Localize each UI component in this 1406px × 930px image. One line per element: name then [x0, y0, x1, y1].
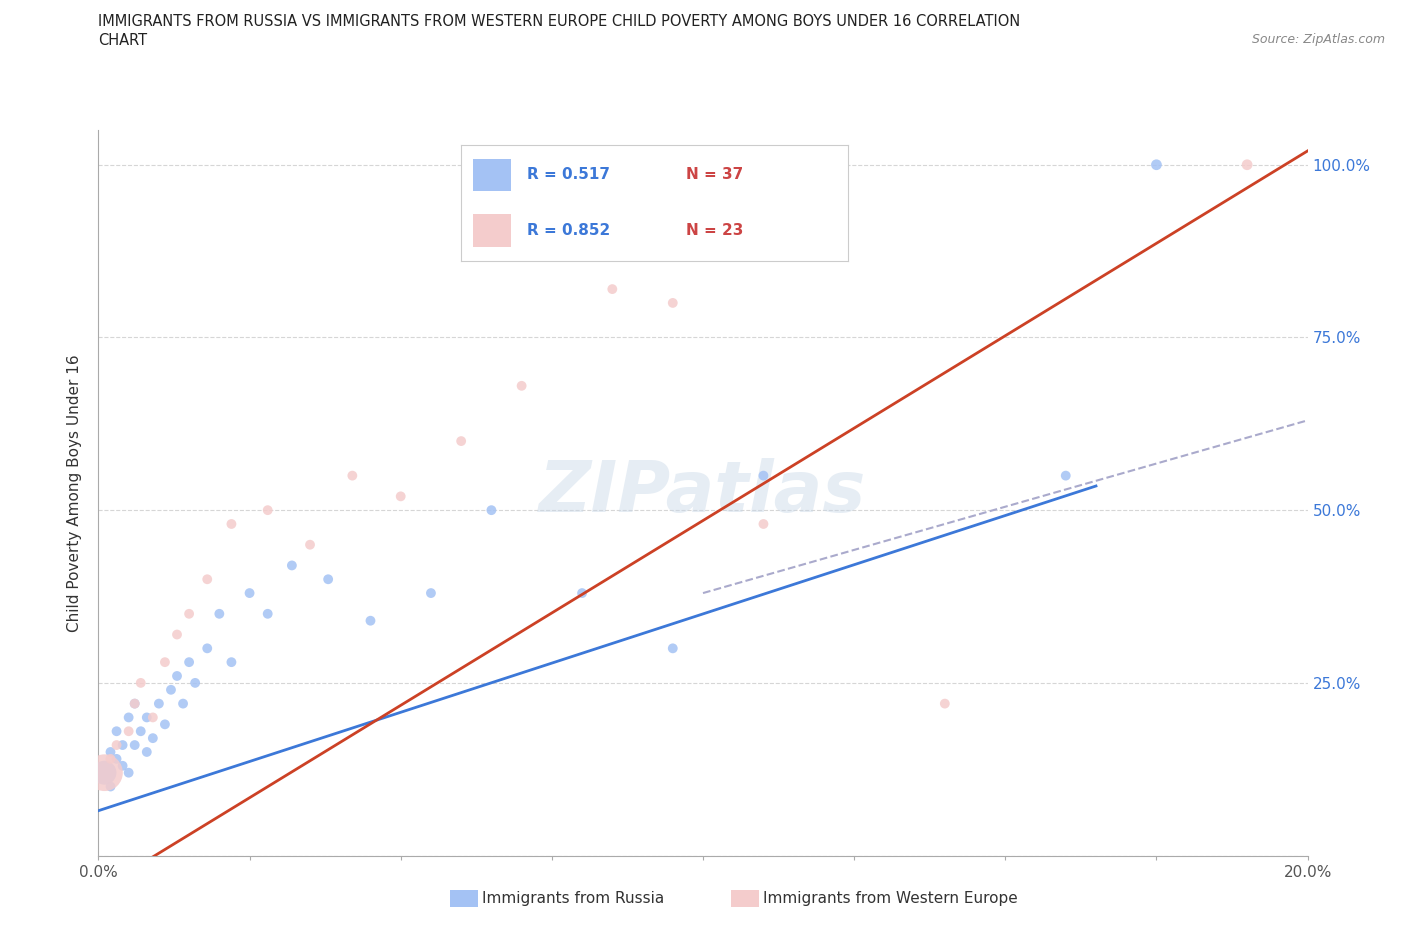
Point — [179, 655, 201, 670]
Point — [256, 503, 278, 518]
Point — [256, 606, 278, 621]
Point — [450, 433, 472, 448]
Text: Immigrants from Western Europe: Immigrants from Western Europe — [763, 891, 1018, 906]
Text: Source: ZipAtlas.com: Source: ZipAtlas.com — [1251, 33, 1385, 46]
Point — [118, 724, 141, 738]
Point — [208, 606, 231, 621]
Point — [166, 669, 188, 684]
Point — [129, 675, 152, 690]
Point — [118, 710, 141, 724]
Point — [281, 558, 304, 573]
Point — [342, 468, 364, 483]
Point — [195, 572, 218, 587]
Point — [172, 697, 194, 711]
Point — [111, 758, 134, 773]
Text: ZIPatlas: ZIPatlas — [540, 458, 866, 527]
Point — [148, 697, 170, 711]
Point — [1144, 157, 1167, 172]
Point — [179, 606, 201, 621]
Text: IMMIGRANTS FROM RUSSIA VS IMMIGRANTS FROM WESTERN EUROPE CHILD POVERTY AMONG BOY: IMMIGRANTS FROM RUSSIA VS IMMIGRANTS FRO… — [98, 14, 1021, 29]
Point — [111, 737, 134, 752]
Point — [662, 641, 685, 656]
Text: Immigrants from Russia: Immigrants from Russia — [482, 891, 665, 906]
Point — [752, 516, 775, 531]
Text: CHART: CHART — [98, 33, 148, 47]
Point — [124, 697, 146, 711]
Point — [105, 724, 128, 738]
Point — [360, 613, 382, 628]
Point — [934, 697, 956, 711]
Point — [316, 572, 339, 587]
Point — [239, 586, 262, 601]
Point — [105, 751, 128, 766]
Point — [195, 641, 218, 656]
Point — [221, 655, 243, 670]
Point — [299, 538, 322, 552]
Point — [389, 489, 412, 504]
Point — [142, 731, 165, 746]
Point — [93, 765, 115, 780]
Point — [124, 737, 146, 752]
Point — [93, 765, 115, 780]
Point — [100, 779, 122, 794]
Point — [481, 503, 503, 518]
Point — [100, 751, 122, 766]
Point — [571, 586, 593, 601]
Point — [1236, 157, 1258, 172]
Point — [118, 765, 141, 780]
Point — [221, 516, 243, 531]
Point — [160, 683, 183, 698]
Point — [124, 697, 146, 711]
Point — [166, 627, 188, 642]
Point — [105, 737, 128, 752]
Point — [420, 586, 443, 601]
Y-axis label: Child Poverty Among Boys Under 16: Child Poverty Among Boys Under 16 — [67, 354, 83, 631]
Point — [135, 745, 157, 760]
Point — [135, 710, 157, 724]
Point — [184, 675, 207, 690]
Point — [1054, 468, 1077, 483]
Point — [153, 717, 176, 732]
Point — [662, 296, 685, 311]
Point — [602, 282, 624, 297]
Point — [142, 710, 165, 724]
Point — [752, 468, 775, 483]
Point — [510, 379, 533, 393]
Point — [129, 724, 152, 738]
Point — [100, 745, 122, 760]
Point — [153, 655, 176, 670]
